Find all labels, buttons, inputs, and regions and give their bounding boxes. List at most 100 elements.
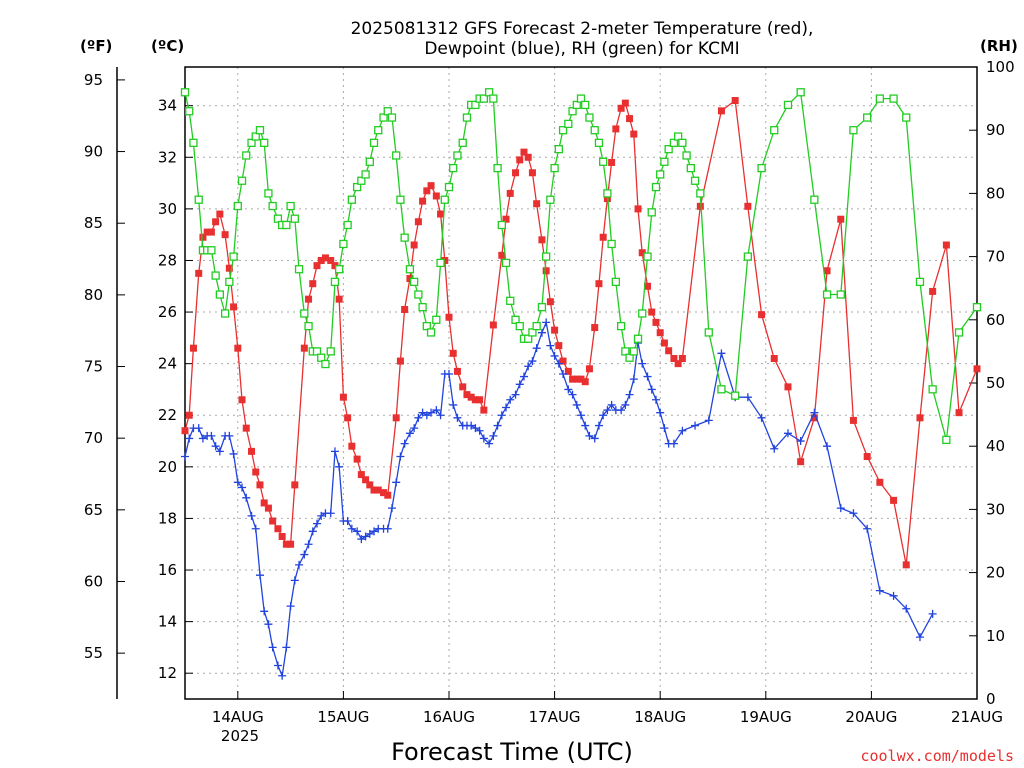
rh-point <box>550 163 559 173</box>
rh-point <box>225 277 234 287</box>
dewpoint-point <box>875 586 884 595</box>
temperature-point <box>644 282 652 290</box>
rh-point <box>576 94 586 103</box>
dewpoint-point <box>524 362 533 371</box>
temperature-point <box>528 169 536 177</box>
rh-point <box>674 132 683 141</box>
x-tick-label: 17AUG <box>529 708 581 726</box>
dewpoint-point <box>357 535 366 544</box>
dewpoint-point <box>233 478 242 487</box>
rh-point <box>458 138 467 147</box>
temperature-point <box>313 262 321 270</box>
rh-point <box>255 126 265 135</box>
temperature-point <box>423 187 431 195</box>
chart-title-line2: Dewpoint (blue), RH (green) for KCMI <box>424 39 739 59</box>
rh-point <box>546 195 555 204</box>
dewpoint-point <box>511 390 520 399</box>
dewpoint-point <box>268 643 277 652</box>
dewpoint-point <box>717 349 726 358</box>
temperature-point <box>810 414 818 422</box>
rh-point <box>493 163 502 173</box>
temperature-point <box>189 344 197 352</box>
dewpoint-point <box>317 511 326 520</box>
temperature-point <box>502 215 510 223</box>
dewpoint-point <box>361 532 370 541</box>
rh-point <box>317 353 326 362</box>
rh-point <box>603 189 612 198</box>
rh-tick-label: 30 <box>986 500 1005 518</box>
rh-point <box>410 277 419 287</box>
rh-point <box>660 157 669 166</box>
rh-point <box>286 201 295 211</box>
dewpoint-point <box>365 529 374 538</box>
rh-point <box>704 328 713 337</box>
dewpoint-point <box>915 633 924 642</box>
temperature-point <box>317 256 325 264</box>
temperature-point <box>406 275 414 283</box>
fahrenheit-tick-label: 85 <box>84 214 103 232</box>
celsius-tick-label: 28 <box>158 251 177 269</box>
temperature-point <box>278 532 286 540</box>
temperature-point <box>516 156 524 164</box>
rh-point <box>616 321 626 331</box>
dewpoint-point <box>493 421 502 430</box>
rh-point <box>656 170 665 179</box>
rh-point <box>440 195 449 204</box>
celsius-tick-label: 14 <box>158 613 177 631</box>
dewpoint-point <box>743 393 752 402</box>
rh-point <box>290 214 299 223</box>
temperature-point <box>955 409 963 417</box>
temperature-point <box>770 354 778 362</box>
temperature-point <box>414 218 422 226</box>
temperature-point <box>717 107 725 115</box>
rh-point <box>515 321 524 331</box>
temperature-point <box>432 192 440 200</box>
dewpoint-point <box>599 411 608 420</box>
x-tick-label: 21AUG <box>951 708 1003 726</box>
dewpoint-point <box>502 403 511 412</box>
dewpoint-point <box>554 359 563 368</box>
dewpoint-point <box>546 341 555 350</box>
rh-point <box>629 347 638 356</box>
temperature-point <box>238 396 246 404</box>
rh-point <box>479 94 488 103</box>
dewpoint-point <box>282 643 291 652</box>
rh-point <box>339 239 348 249</box>
rh-point <box>942 435 951 445</box>
rh-point <box>211 271 220 280</box>
temperature-point <box>902 561 910 569</box>
temperature-point <box>476 396 484 404</box>
dewpoint-point <box>432 406 441 415</box>
rh-point <box>453 151 462 160</box>
rh-point <box>233 201 242 211</box>
temperature-point <box>573 375 581 383</box>
temperature-point <box>216 210 224 218</box>
rh-point <box>889 94 898 103</box>
chart-title-line1: 2025081312 GFS Forecast 2-meter Temperat… <box>351 19 814 39</box>
dewpoint-point <box>532 344 541 353</box>
rh-point <box>501 258 511 268</box>
rh-point <box>352 182 362 192</box>
temperature-point <box>467 393 475 401</box>
temperature-point <box>242 424 250 432</box>
dewpoint-point <box>238 483 247 492</box>
temperature-point <box>758 311 766 319</box>
temperature-point <box>524 153 532 161</box>
dewpoint-point <box>242 493 251 502</box>
temperature-point <box>837 215 845 223</box>
rh-tick-label: 0 <box>986 690 996 708</box>
temperature-point <box>445 313 453 321</box>
temperature-point <box>419 197 427 205</box>
dewpoint-point <box>585 431 594 440</box>
dewpoint-point <box>251 524 260 533</box>
temperature-point <box>678 354 686 362</box>
dewpoint-point <box>343 517 352 526</box>
fahrenheit-tick-label: 55 <box>84 644 103 662</box>
dewpoint-point <box>704 416 713 425</box>
dewpoint-point <box>353 527 362 536</box>
temperature-point <box>203 228 211 236</box>
rh-point <box>387 113 397 122</box>
temperature-point <box>366 481 374 489</box>
rh-point <box>731 391 740 400</box>
celsius-tick-label: 26 <box>158 303 177 321</box>
